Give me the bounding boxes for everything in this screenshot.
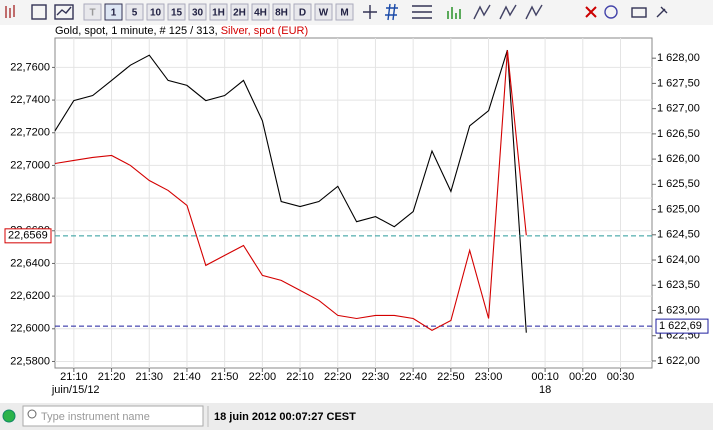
- timeframe-buttons: T 1 5 10 15 30 1H 2H 4H 8H D W M: [83, 3, 354, 21]
- y2-tick-label: 1 625,50: [657, 178, 700, 190]
- chart-header: Gold, spot, 1 minute, # 125 / 313, Silve…: [55, 25, 308, 37]
- x-tick-label: 22:00: [249, 371, 277, 383]
- x-tick-label: 21:10: [60, 371, 88, 383]
- y-tick-label: 22,6200: [10, 290, 50, 302]
- timeframe-button[interactable]: [188, 3, 207, 21]
- x-tick-label: 21:30: [135, 371, 163, 383]
- y-tick-label: 22,7400: [10, 94, 50, 106]
- current-price-label: 22,6569: [8, 230, 48, 242]
- bars-icon[interactable]: [31, 4, 47, 20]
- pin-icon[interactable]: [656, 6, 668, 18]
- timeframe-label: 1: [111, 8, 117, 19]
- instrument-search[interactable]: [22, 405, 204, 427]
- timeframe-label: 30: [192, 8, 204, 19]
- y-tick-label: 22,5800: [10, 355, 50, 367]
- timeframe-label: T: [89, 8, 95, 19]
- timeframe-button[interactable]: [230, 3, 249, 21]
- timeframe-label: 5: [132, 8, 138, 19]
- pattern-icons[interactable]: [473, 4, 543, 20]
- timeframe-label: W: [319, 8, 329, 19]
- timeframe-button[interactable]: [104, 3, 123, 21]
- timeframe-label: 1H: [212, 8, 225, 19]
- silver-series-name: Silver, spot (EUR): [221, 25, 308, 37]
- series-line: [54, 50, 527, 332]
- x-tick-label: 22:20: [324, 371, 352, 383]
- y2-tick-label: 1 623,50: [657, 279, 700, 291]
- list-icon[interactable]: [412, 5, 432, 19]
- plot: 22,580022,600022,620022,640022,660022,68…: [4, 37, 709, 396]
- x-date-label: juin/15/12: [51, 384, 100, 396]
- timeframe-label: 2H: [233, 8, 246, 19]
- timeframe-button[interactable]: [209, 3, 228, 21]
- header-info: , 1 minute, # 125 / 313,: [105, 25, 221, 37]
- y2-tick-label: 1 626,00: [657, 153, 700, 165]
- x-tick-label: 22:30: [362, 371, 390, 383]
- timeframe-button[interactable]: [251, 3, 270, 21]
- timeframe-label: 10: [150, 8, 162, 19]
- timeframe-label: 4H: [254, 8, 267, 19]
- y2-tick-label: 1 624,50: [657, 229, 700, 241]
- connection-indicator: [2, 409, 16, 423]
- delete-all-icon[interactable]: [604, 5, 618, 19]
- y2-tick-label: 1 623,00: [657, 304, 700, 316]
- y2-tick-label: 1 624,00: [657, 254, 700, 266]
- search-icon: [27, 409, 37, 419]
- timeframe-label: M: [340, 8, 348, 19]
- current-price-label: 1 622,69: [659, 320, 702, 332]
- timeframe-button[interactable]: [293, 3, 312, 21]
- x-tick-label: 22:40: [399, 371, 427, 383]
- timeframe-button[interactable]: [125, 3, 144, 21]
- line-icon[interactable]: [54, 4, 74, 20]
- current-price-box: [655, 318, 709, 334]
- candle-icon[interactable]: [5, 5, 15, 18]
- timeframe-button[interactable]: [314, 3, 333, 21]
- volume-icon[interactable]: [447, 7, 461, 19]
- x-tick-label: 21:20: [98, 371, 126, 383]
- timeframe-label: 15: [171, 8, 183, 19]
- print-icon[interactable]: [631, 7, 647, 18]
- timeframe-button[interactable]: [272, 3, 291, 21]
- y-tick-label: 22,7200: [10, 127, 50, 139]
- y2-tick-label: 1 622,00: [657, 355, 700, 367]
- x-tick-label: 21:50: [211, 371, 239, 383]
- y2-tick-label: 1 625,00: [657, 203, 700, 215]
- line-icon-glyph: [56, 6, 72, 16]
- gold-series-name: Gold, spot: [55, 25, 105, 37]
- search-placeholder: Type instrument name: [41, 411, 150, 423]
- x-tick-label: 21:40: [173, 371, 201, 383]
- timeframe-button[interactable]: [335, 3, 354, 21]
- delete-icon[interactable]: [585, 6, 597, 18]
- y2-tick-label: 1 626,50: [657, 128, 700, 140]
- y-tick-label: 22,7600: [10, 61, 50, 73]
- y2-tick-label: 1 628,00: [657, 52, 700, 64]
- y-tick-label: 22,7000: [10, 159, 50, 171]
- x-tick-label: 00:10: [531, 371, 559, 383]
- x-tick-label: 00:30: [607, 371, 635, 383]
- y2-tick-label: 1 627,50: [657, 77, 700, 89]
- toolbar-icons: [5, 3, 668, 21]
- crosshair-icon[interactable]: [363, 5, 377, 19]
- y-tick-label: 22,6400: [10, 257, 50, 269]
- current-price-box: [4, 228, 52, 244]
- y-tick-label: 22,6800: [10, 192, 50, 204]
- y2-tick-label: 1 627,00: [657, 103, 700, 115]
- x-tick-label: 23:00: [475, 371, 503, 383]
- timeframe-button[interactable]: [83, 3, 102, 21]
- x-tick-label: 22:50: [437, 371, 465, 383]
- plot-frame: [54, 37, 653, 369]
- timeframe-label: 8H: [275, 8, 288, 19]
- status-datetime: 18 juin 2012 00:07:27 CEST: [214, 411, 356, 423]
- timeframe-button[interactable]: [146, 3, 165, 21]
- timeframe-label: D: [299, 8, 306, 19]
- grid-icon[interactable]: [385, 3, 398, 21]
- x-date-label: 18: [539, 384, 551, 396]
- series-line: [54, 49, 527, 333]
- x-tick-label: 22:10: [286, 371, 314, 383]
- x-tick-label: 00:20: [569, 371, 597, 383]
- timeframe-button[interactable]: [167, 3, 186, 21]
- y-tick-label: 22,6000: [10, 323, 50, 335]
